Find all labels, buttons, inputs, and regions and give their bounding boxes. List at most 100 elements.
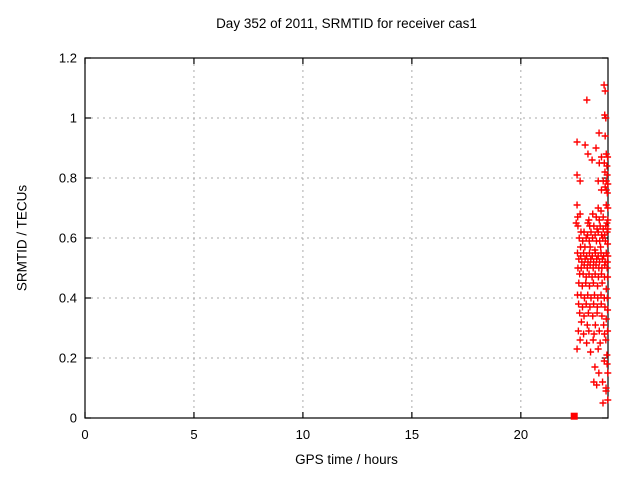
data-point (581, 141, 589, 149)
data-point (593, 381, 601, 389)
data-point (604, 204, 612, 212)
data-point (583, 96, 591, 104)
data-point (574, 327, 582, 335)
data-point (602, 285, 610, 293)
data-point (597, 243, 605, 251)
data-point (589, 312, 597, 320)
x-tick-label: 15 (405, 427, 419, 442)
data-point (604, 396, 612, 404)
data-point (598, 279, 606, 287)
data-point (577, 318, 585, 326)
data-point (603, 294, 611, 302)
data-point (603, 360, 611, 368)
data-point (600, 81, 608, 89)
data-point (574, 222, 582, 230)
data-point (573, 138, 581, 146)
data-point (593, 309, 601, 317)
data-point (573, 201, 581, 209)
data-point (585, 327, 593, 335)
data-point (599, 399, 607, 407)
data-point (602, 336, 610, 344)
data-point (586, 243, 594, 251)
data-point (590, 300, 598, 308)
data-point (598, 312, 606, 320)
data-point (604, 369, 612, 377)
x-tick-label: 20 (514, 427, 528, 442)
data-point (595, 327, 603, 335)
data-point (587, 228, 595, 236)
data-point (604, 273, 612, 281)
data-point (603, 351, 611, 359)
x-axis-title: GPS time / hours (295, 452, 398, 467)
x-tick-label: 5 (190, 427, 197, 442)
data-point (575, 300, 583, 308)
y-axis-title: SRMTID / TECUs (14, 184, 30, 292)
data-point (597, 300, 605, 308)
data-point (589, 336, 597, 344)
data-point (576, 177, 584, 185)
data-point (600, 321, 608, 329)
data-point (583, 321, 591, 329)
data-point (603, 189, 611, 197)
data-point (576, 336, 584, 344)
data-point (594, 282, 602, 290)
data-point (597, 153, 605, 161)
y-tick-label: 1.2 (59, 51, 77, 66)
y-tick-label: 0.4 (59, 291, 77, 306)
data-point (602, 315, 610, 323)
data-point (602, 114, 610, 122)
data-point (595, 129, 603, 137)
data-point (597, 207, 605, 215)
y-tick-label: 0 (70, 411, 77, 426)
data-point (586, 303, 594, 311)
data-point (582, 279, 590, 287)
data-point (580, 312, 588, 320)
data-point (594, 345, 602, 353)
data-point (588, 156, 596, 164)
data-point (591, 321, 599, 329)
data-point (603, 264, 611, 272)
data-point (591, 363, 599, 371)
chart-title: Day 352 of 2011, SRMTID for receiver cas… (216, 16, 477, 31)
x-tick-label: 10 (296, 427, 310, 442)
data-point (604, 306, 612, 314)
data-point (595, 216, 603, 224)
data-point (590, 330, 598, 338)
data-point (585, 282, 593, 290)
data-point-square (570, 412, 578, 420)
data-point (580, 330, 588, 338)
data-point (587, 348, 595, 356)
data-point (603, 171, 611, 179)
data-point (576, 309, 584, 317)
data-point (604, 327, 612, 335)
y-tick-label: 0.6 (59, 231, 77, 246)
data-point (602, 387, 610, 395)
data-point (589, 234, 597, 242)
data-point (604, 240, 612, 248)
data-point (601, 87, 609, 95)
data-point (595, 369, 603, 377)
data-point (603, 228, 611, 236)
data-point (573, 171, 581, 179)
data-point (599, 378, 607, 386)
data-point (589, 279, 597, 287)
data-point (579, 303, 587, 311)
x-tick-label: 0 (81, 427, 88, 442)
data-point (604, 153, 612, 161)
data-point (582, 300, 590, 308)
data-point (583, 339, 591, 347)
data-point (592, 144, 600, 152)
data-point (574, 213, 582, 221)
y-tick-label: 1 (70, 111, 77, 126)
data-point (593, 303, 601, 311)
data-point (601, 132, 609, 140)
data-point (604, 252, 612, 260)
data-point (599, 213, 607, 221)
data-point (584, 150, 592, 158)
data-point (573, 345, 581, 353)
data-point (596, 339, 604, 347)
y-tick-label: 0.8 (59, 171, 77, 186)
data-point (584, 309, 592, 317)
